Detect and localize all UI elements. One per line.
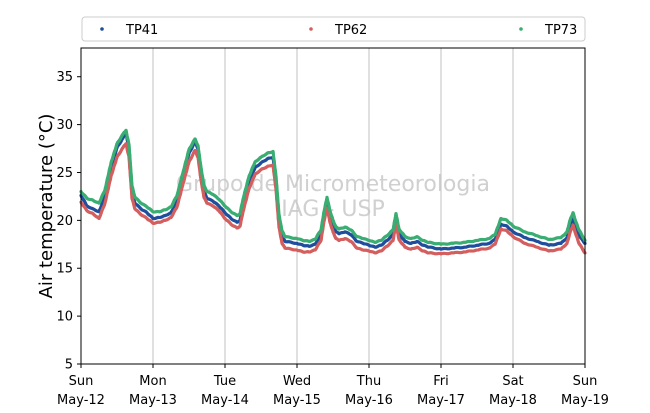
- legend-marker: [100, 27, 104, 31]
- y-axis-label: Air temperature (°C): [36, 114, 57, 299]
- x-tick-date: May-12: [57, 393, 105, 408]
- x-tick-date: May-17: [417, 393, 465, 408]
- y-tick-label: 20: [56, 214, 73, 229]
- x-tick-day: Mon: [139, 374, 166, 389]
- x-tick-date: May-14: [201, 393, 249, 408]
- y-tick-label: 5: [65, 358, 73, 373]
- x-tick-date: May-16: [345, 393, 393, 408]
- y-tick-label: 35: [56, 70, 73, 85]
- x-axis: Sun May-12 Mon May-13 Tue May-14 Wed May-15 Thu M…: [57, 364, 609, 408]
- x-tick-date: May-18: [489, 393, 537, 408]
- x-tick-date: May-15: [273, 393, 321, 408]
- y-tick-label: 30: [56, 118, 73, 133]
- y-axis: 5 10 15 20 25 30 35: [56, 70, 81, 373]
- series-TP62: [79, 142, 587, 256]
- series-TP73: [79, 128, 587, 246]
- legend-label: TP73: [544, 23, 577, 38]
- legend-marker: [309, 27, 313, 31]
- x-tick-day: Sun: [69, 374, 94, 389]
- x-tick-day: Sat: [502, 374, 523, 389]
- x-tick-date: May-19: [561, 393, 609, 408]
- watermark-line-1: Grupo de Micrometeorologia: [176, 172, 490, 197]
- legend-label: TP41: [125, 23, 158, 38]
- x-tick-day: Thu: [356, 374, 381, 389]
- x-tick-day: Fri: [433, 374, 449, 389]
- x-tick-day: Tue: [213, 374, 236, 389]
- plot-frame: [80, 47, 586, 365]
- legend-box: [81, 16, 586, 42]
- x-tick-day: Wed: [283, 374, 311, 389]
- legend: TP41 TP62 TP73: [81, 16, 586, 42]
- data-points: [79, 128, 587, 256]
- y-tick-label: 25: [56, 166, 73, 181]
- x-tick-date: May-13: [129, 393, 177, 408]
- legend-label: TP62: [334, 23, 367, 38]
- y-tick-label: 15: [56, 262, 73, 277]
- legend-marker: [519, 27, 523, 31]
- y-tick-label: 10: [56, 310, 73, 325]
- x-tick-day: Sun: [573, 374, 598, 389]
